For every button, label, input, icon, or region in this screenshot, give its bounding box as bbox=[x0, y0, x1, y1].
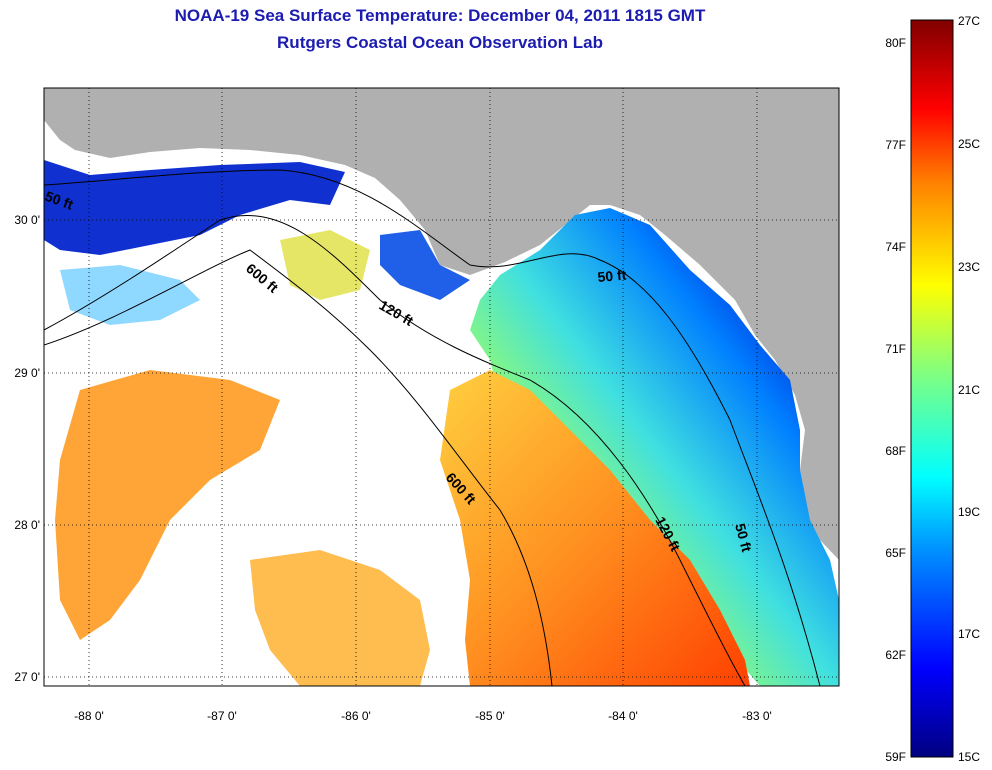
colorbar-f-label: 71F bbox=[885, 342, 906, 356]
colorbar-c-label: 15C bbox=[958, 750, 980, 764]
contour-120ft bbox=[44, 215, 746, 686]
lat-tick-label: 28 0' bbox=[14, 518, 40, 532]
contour-50ft bbox=[44, 169, 821, 686]
map-subtitle: Rutgers Coastal Ocean Observation Lab bbox=[277, 33, 603, 52]
warm-water-west bbox=[55, 370, 280, 640]
colorbar-f-label: 59F bbox=[885, 750, 906, 764]
map-frame bbox=[43, 87, 840, 687]
cool-water-patch bbox=[60, 265, 200, 325]
land-mass bbox=[44, 88, 839, 560]
colorbar: 80F 77F 74F 71F 68F 65F 62F 59F 27C 25C … bbox=[885, 14, 980, 764]
warm-water-patch bbox=[250, 550, 430, 686]
map-area: 50 ft 50 ft 50 ft 120 ft 120 ft 600 ft 6… bbox=[44, 88, 839, 686]
colorbar-f-label: 80F bbox=[885, 36, 906, 50]
colorbar-fahrenheit-labels: 80F 77F 74F 71F 68F 65F 62F 59F bbox=[885, 36, 906, 764]
colorbar-gradient bbox=[910, 19, 954, 758]
colorbar-f-label: 62F bbox=[885, 648, 906, 662]
map-title: NOAA-19 Sea Surface Temperature: Decembe… bbox=[174, 6, 706, 25]
colorbar-f-label: 77F bbox=[885, 138, 906, 152]
colorbar-c-label: 23C bbox=[958, 260, 980, 274]
cold-water-bay bbox=[380, 230, 470, 300]
lon-tick-label: -86 0' bbox=[341, 709, 371, 723]
warm-water-south bbox=[440, 370, 750, 686]
lat-tick-label: 29 0' bbox=[14, 366, 40, 380]
colorbar-f-label: 65F bbox=[885, 546, 906, 560]
lat-tick-label: 30 0' bbox=[14, 213, 40, 227]
lon-tick-label: -88 0' bbox=[74, 709, 104, 723]
colorbar-c-label: 19C bbox=[958, 505, 980, 519]
longitude-axis: -88 0' -87 0' -86 0' -85 0' -84 0' -83 0… bbox=[74, 709, 772, 723]
colorbar-f-label: 68F bbox=[885, 444, 906, 458]
lon-tick-label: -83 0' bbox=[742, 709, 772, 723]
mid-water-patch bbox=[280, 230, 370, 300]
colorbar-c-label: 17C bbox=[958, 627, 980, 641]
contour-label-50ft-florida: 50 ft bbox=[732, 522, 755, 554]
lat-tick-label: 27 0' bbox=[14, 670, 40, 684]
florida-shelf-water bbox=[470, 208, 839, 686]
colorbar-c-label: 27C bbox=[958, 14, 980, 28]
colorbar-f-label: 74F bbox=[885, 240, 906, 254]
contour-600ft bbox=[44, 249, 553, 686]
colorbar-c-label: 25C bbox=[958, 137, 980, 151]
grid-lines bbox=[44, 88, 839, 686]
depth-contours bbox=[44, 169, 821, 686]
contour-label-50ft-east: 50 ft bbox=[597, 267, 627, 285]
colorbar-c-label: 21C bbox=[958, 383, 980, 397]
lon-tick-label: -85 0' bbox=[475, 709, 505, 723]
lon-tick-label: -84 0' bbox=[608, 709, 638, 723]
colorbar-celsius-labels: 27C 25C 23C 21C 19C 17C 15C bbox=[958, 14, 980, 764]
lon-tick-label: -87 0' bbox=[207, 709, 237, 723]
latitude-axis: 30 0' 29 0' 28 0' 27 0' bbox=[14, 213, 40, 684]
cold-water-nw bbox=[44, 160, 345, 255]
